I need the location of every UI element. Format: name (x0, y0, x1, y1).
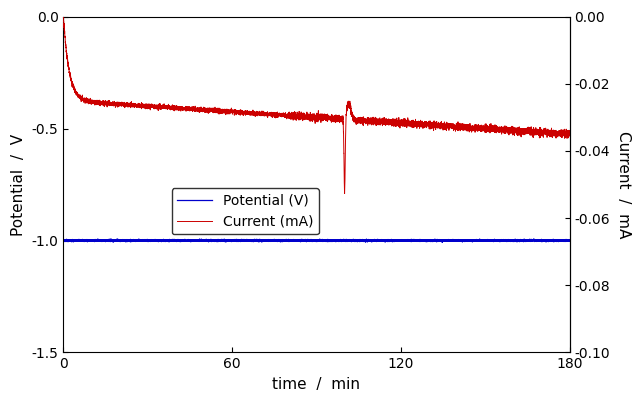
Potential (V) (377, 239, 385, 243)
Line: Potential (V): Potential (V) (64, 239, 569, 243)
Potential (V) (195, 239, 203, 243)
X-axis label: time  /  min: time / min (272, 377, 361, 392)
Potential (V) (60, 238, 67, 243)
Potential (V) (89, 238, 96, 243)
Line: Current (mA): Current (mA) (64, 17, 569, 193)
Current (mA) (60, 14, 67, 19)
Current (mA) (89, 100, 96, 105)
Potential (V) (557, 237, 565, 242)
Current (mA) (566, 133, 573, 137)
Potential (V) (459, 238, 467, 243)
Potential (V) (438, 240, 446, 245)
Potential (V) (566, 238, 573, 243)
Potential (V) (107, 237, 115, 241)
Current (mA) (377, 117, 385, 122)
Y-axis label: Potential  /  V: Potential / V (11, 133, 26, 236)
Current (mA) (341, 191, 349, 196)
Current (mA) (195, 107, 203, 112)
Current (mA) (369, 122, 377, 127)
Legend: Potential (V), Current (mA): Potential (V), Current (mA) (171, 188, 319, 235)
Y-axis label: Current  /  mA: Current / mA (616, 131, 631, 238)
Current (mA) (557, 132, 565, 137)
Current (mA) (459, 128, 467, 133)
Potential (V) (369, 238, 377, 243)
